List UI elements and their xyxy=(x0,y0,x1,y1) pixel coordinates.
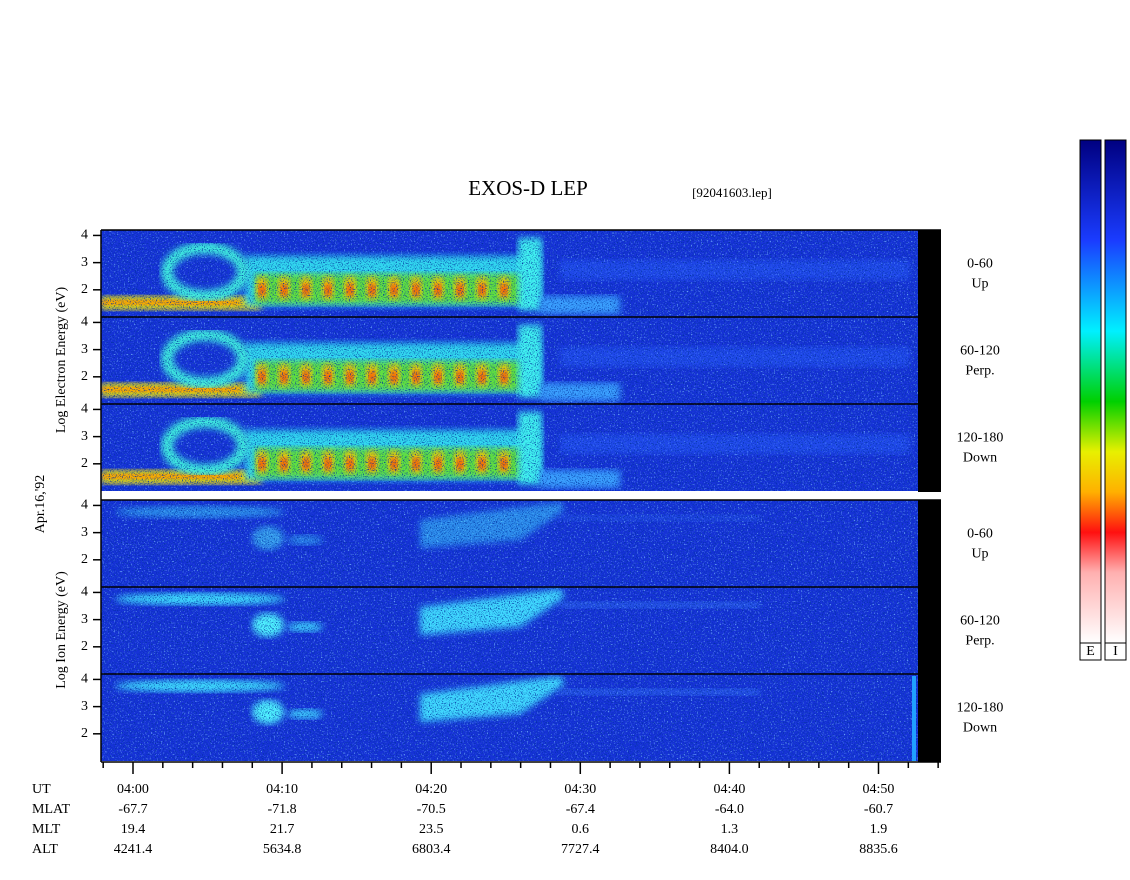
y-tick-label: 3 xyxy=(81,699,88,714)
pitch-label: 0-60 xyxy=(967,527,993,542)
direction-label: Down xyxy=(963,451,997,466)
row-value: -60.7 xyxy=(864,802,893,817)
panel-noise xyxy=(101,587,918,674)
spectrogram-panel xyxy=(101,674,918,761)
row-value: 04:00 xyxy=(117,782,149,797)
color-bar-label: E xyxy=(1086,644,1095,659)
row-value: 04:20 xyxy=(415,782,447,797)
row-value: 1.9 xyxy=(870,822,888,837)
file-name: [92041603.lep] xyxy=(692,185,772,200)
color-bar-box xyxy=(1104,642,1127,661)
title: EXOS-D LEP xyxy=(468,176,588,200)
y-tick-label: 4 xyxy=(81,585,88,600)
panel-noise xyxy=(101,317,918,404)
pitch-label: 0-60 xyxy=(967,257,993,272)
y-tick-label: 4 xyxy=(81,315,88,330)
y-tick-label: 2 xyxy=(81,282,88,297)
row-value: 23.5 xyxy=(419,822,444,837)
y-tick-label: 4 xyxy=(81,498,88,513)
row-value: 0.6 xyxy=(572,822,590,837)
row-value: 7727.4 xyxy=(561,842,600,857)
feature xyxy=(912,676,916,761)
row-value: 8835.6 xyxy=(859,842,898,857)
y-tick-label: 3 xyxy=(81,342,88,357)
direction-label: Down xyxy=(963,721,997,736)
group-label: Log Electron Energy (eV) xyxy=(54,287,69,434)
spectrogram-panel xyxy=(101,317,918,404)
row-value: -64.0 xyxy=(715,802,744,817)
row-value: 04:30 xyxy=(564,782,596,797)
row-label: MLT xyxy=(32,822,61,837)
row-value: 04:10 xyxy=(266,782,298,797)
pitch-label: 60-120 xyxy=(960,614,1000,629)
y-tick-label: 2 xyxy=(81,456,88,471)
row-label: ALT xyxy=(32,842,58,857)
y-tick-label: 3 xyxy=(81,255,88,270)
direction-label: Perp. xyxy=(965,634,994,649)
spectrogram-panel xyxy=(101,587,918,674)
row-value: 1.3 xyxy=(721,822,739,837)
y-tick-label: 4 xyxy=(81,228,88,243)
row-value: 8404.0 xyxy=(710,842,749,857)
y-tick-label: 3 xyxy=(81,612,88,627)
panel-noise xyxy=(101,230,918,317)
row-value: 5634.8 xyxy=(263,842,302,857)
y-tick-label: 2 xyxy=(81,369,88,384)
no-data-strip xyxy=(918,500,941,762)
spectrogram-panel xyxy=(101,230,918,317)
y-tick-label: 4 xyxy=(81,672,88,687)
y-tick-label: 3 xyxy=(81,525,88,540)
direction-label: Up xyxy=(971,277,988,292)
row-value: 6803.4 xyxy=(412,842,451,857)
panel-noise xyxy=(101,674,918,761)
y-tick-label: 2 xyxy=(81,552,88,567)
pitch-label: 60-120 xyxy=(960,344,1000,359)
color-bar-box xyxy=(1079,642,1102,661)
row-label: UT xyxy=(32,782,51,797)
group-label: Log Ion Energy (eV) xyxy=(54,571,69,689)
y-tick-label: 4 xyxy=(81,402,88,417)
color-bar-label: I xyxy=(1113,644,1118,659)
row-label: MLAT xyxy=(32,802,71,817)
row-value: -70.5 xyxy=(417,802,446,817)
y-tick-label: 3 xyxy=(81,429,88,444)
row-value: 04:50 xyxy=(863,782,895,797)
panel-noise xyxy=(101,404,918,491)
row-value: -71.8 xyxy=(268,802,297,817)
direction-label: Perp. xyxy=(965,364,994,379)
row-value: -67.4 xyxy=(566,802,595,817)
y-tick-label: 2 xyxy=(81,639,88,654)
spectrogram-panel xyxy=(101,404,918,491)
row-value: 4241.4 xyxy=(114,842,153,857)
y-tick-label: 2 xyxy=(81,726,88,741)
no-data-strip xyxy=(918,230,941,492)
row-value: 04:40 xyxy=(713,782,745,797)
date-label: Apr.16,'92 xyxy=(33,475,48,534)
color-bar xyxy=(1079,139,1102,644)
panel-noise xyxy=(101,500,918,587)
spectrogram-panel xyxy=(101,500,918,587)
pitch-label: 120-180 xyxy=(957,431,1004,446)
direction-label: Up xyxy=(971,547,988,562)
color-bar xyxy=(1104,139,1127,644)
row-value: -67.7 xyxy=(118,802,147,817)
pitch-label: 120-180 xyxy=(957,701,1004,716)
row-value: 21.7 xyxy=(270,822,295,837)
row-value: 19.4 xyxy=(121,822,146,837)
